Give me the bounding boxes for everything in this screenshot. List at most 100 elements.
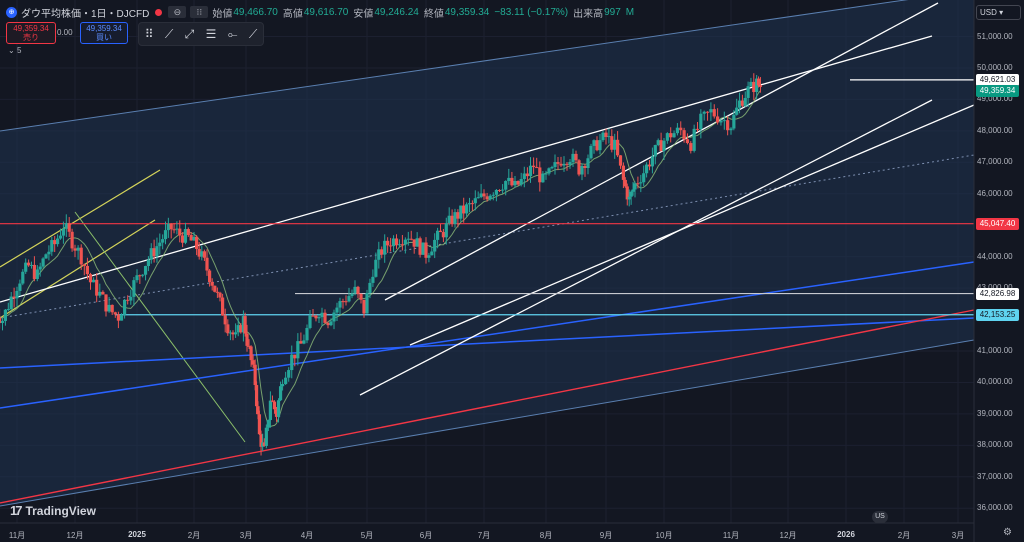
candle-body (299, 341, 303, 344)
candle-body (653, 145, 657, 157)
candle-body (257, 414, 262, 435)
candle-body (583, 166, 587, 169)
candle-body (129, 296, 133, 301)
candle-body (107, 304, 111, 312)
candle-body (53, 240, 57, 245)
candle-body (247, 345, 251, 347)
candle-body (383, 240, 387, 255)
candle-body (208, 270, 212, 283)
candle-body (462, 205, 466, 214)
time-tick-label: 9月 (599, 531, 613, 540)
extended-line-icon[interactable]: ⟋ (248, 26, 258, 41)
candlestick-series (0, 73, 763, 456)
candle-body (415, 238, 419, 247)
candle-body (580, 166, 584, 175)
drawn-trendlines (0, 2, 975, 504)
candle-body (702, 111, 706, 114)
currency-select[interactable]: USD ▾ (976, 5, 1021, 20)
tradingview-logo[interactable]: 17 TradingView (10, 503, 96, 518)
candle-body (488, 195, 492, 200)
candle-body (56, 238, 60, 245)
candle-body (374, 259, 378, 277)
trendline-white-1 (0, 35, 933, 303)
candle-body (568, 161, 572, 165)
hide-icon[interactable]: ⊖ (168, 6, 187, 18)
candle-body (438, 230, 443, 233)
candle-body (58, 235, 63, 239)
candle-body (192, 236, 196, 241)
candle-body (749, 81, 753, 87)
candle-body (172, 229, 176, 231)
candle-body (104, 294, 108, 312)
gear-icon[interactable]: ⚙ (1003, 527, 1012, 538)
trendline-blue-upper (0, 261, 975, 409)
parallel-channel-icon[interactable]: ☰ (205, 27, 217, 41)
candle-body (98, 291, 102, 296)
volume-unit: M (625, 6, 635, 18)
buy-button[interactable]: 49,359.34 買い (80, 22, 128, 44)
candle-body (163, 230, 168, 240)
candle-body (95, 279, 99, 296)
indicator-toggle[interactable]: ⌄ 5 (8, 46, 22, 55)
candle-body (251, 360, 255, 365)
candle-body (183, 229, 188, 243)
volume-value: 997 (604, 6, 621, 18)
candle-body (274, 409, 279, 417)
candle-body (394, 238, 399, 246)
candle-body (433, 239, 437, 252)
candle-body (479, 193, 483, 198)
price-tick-label: 41,000.00 (977, 346, 1013, 355)
candle-body (344, 301, 348, 303)
currency-label: USD (980, 8, 997, 17)
candle-body (200, 251, 204, 257)
candle-body (281, 384, 285, 387)
candle-body (186, 229, 190, 235)
candle-body (627, 196, 631, 200)
candle-body (223, 315, 227, 325)
sell-label: 売り (23, 33, 39, 42)
candle-body (494, 189, 498, 195)
symbol-title[interactable]: ダウ平均株価・1日・DJCFD (21, 8, 150, 20)
candle-body (149, 248, 153, 260)
candle-body (571, 153, 575, 162)
trendline-red (0, 309, 975, 504)
candle-body (424, 242, 428, 258)
candle-body (35, 269, 39, 279)
time-tick-label: 12月 (66, 531, 84, 540)
candle-body (485, 196, 489, 200)
horizontal-levels (0, 79, 974, 316)
candle-body (368, 282, 372, 293)
settings-icon[interactable]: ⁝⁝ (190, 6, 209, 18)
candle-body (85, 265, 89, 275)
candle-body (636, 183, 640, 185)
candle-body (618, 155, 623, 166)
candle-body (113, 312, 117, 315)
candle-body (3, 309, 7, 321)
candle-body (625, 186, 629, 200)
candle-body (397, 244, 402, 246)
candle-body (547, 168, 551, 174)
candle-body (356, 286, 360, 294)
us-flag-icon[interactable]: US (872, 511, 888, 523)
candle-body (305, 327, 309, 341)
candle-body (347, 296, 351, 302)
price-tick-label: 48,000.00 (977, 125, 1013, 135)
candle-body (44, 254, 48, 259)
sell-button[interactable]: 49,359.34 売り (6, 22, 56, 44)
candle-body (175, 228, 179, 230)
globe-icon[interactable]: ⊕ (6, 6, 17, 18)
tv-logo-icon: 17 (10, 503, 23, 518)
low-label: 安値 (353, 8, 374, 20)
candle-body (290, 354, 294, 371)
candle-body (444, 223, 448, 238)
price-tick-label: 51,000.00 (977, 31, 1013, 41)
horizontal-ray-icon[interactable]: ⟜ (227, 26, 238, 41)
candle-body (610, 136, 614, 150)
ray-icon[interactable]: ⤢ (184, 26, 195, 41)
price-tick-label: 50,000.00 (977, 62, 1013, 72)
drag-handle-icon[interactable]: ⠿ (144, 27, 154, 41)
trendline-icon[interactable]: ⟋ (164, 26, 174, 41)
candle-body (436, 230, 440, 240)
close-label: 終値 (423, 8, 444, 20)
